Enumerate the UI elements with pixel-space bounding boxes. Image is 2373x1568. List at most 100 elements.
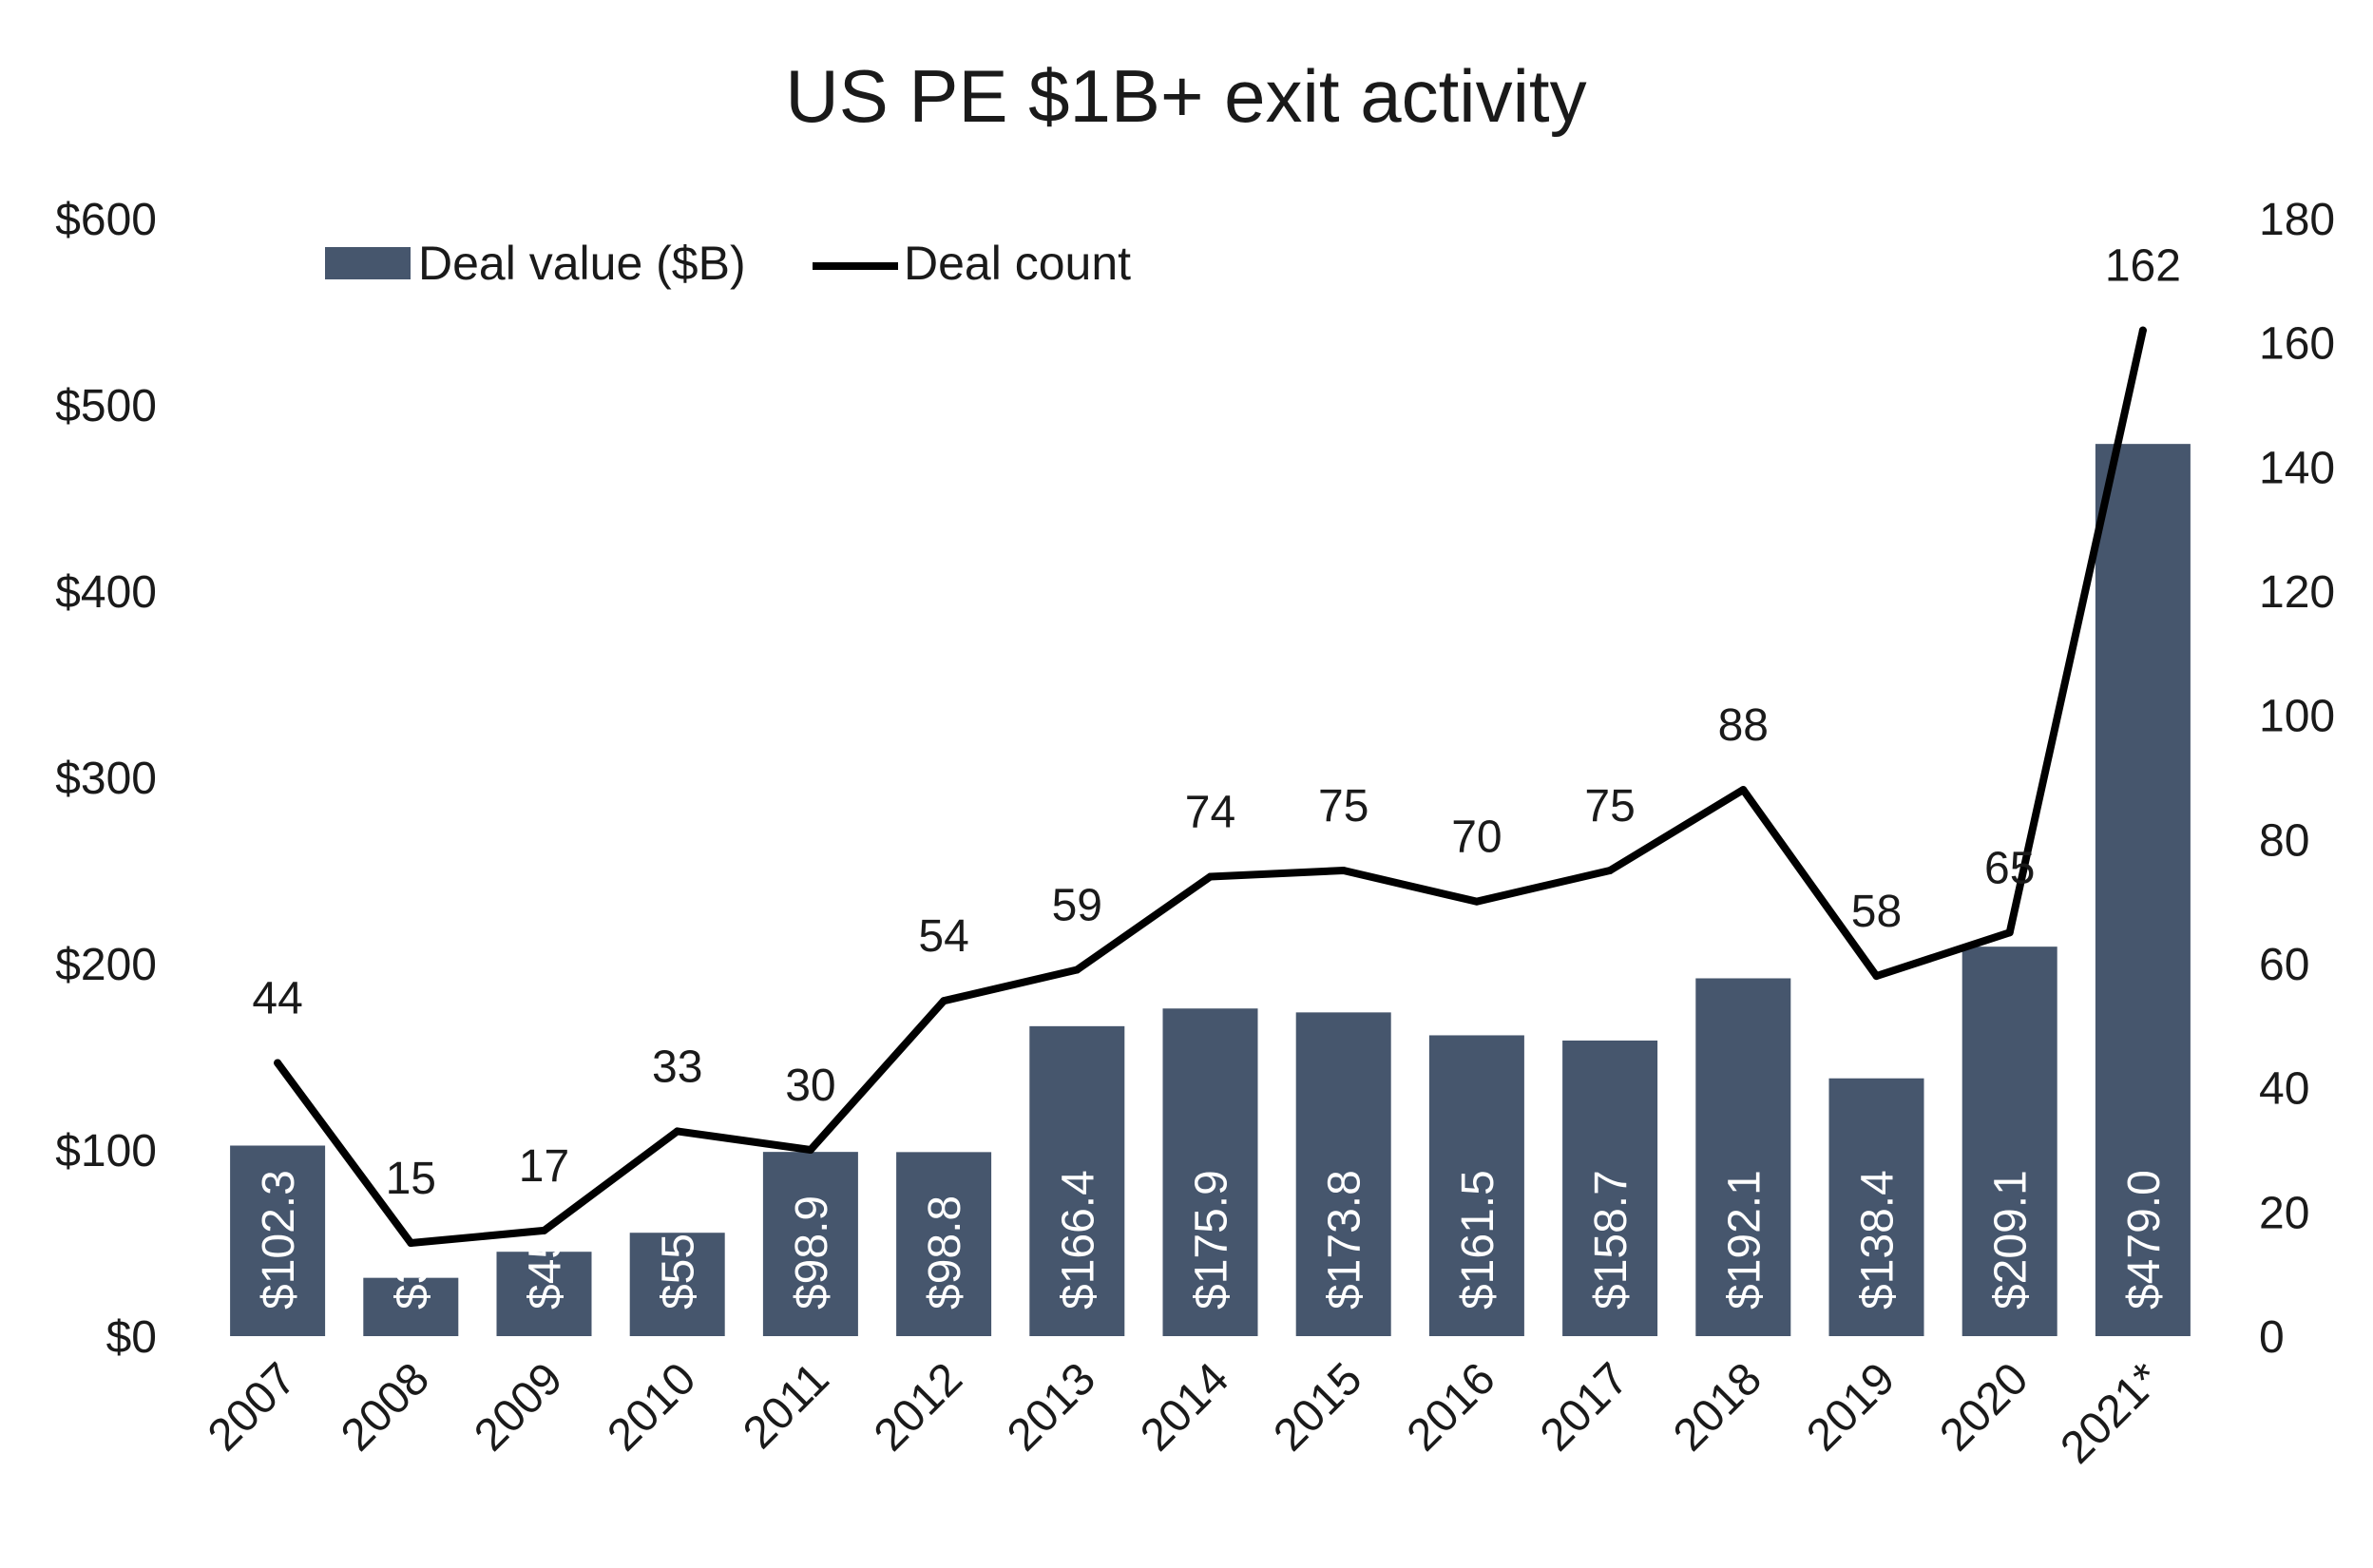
deal-count-point	[274, 1059, 282, 1067]
x-tick-label: 2012	[865, 1353, 972, 1461]
legend-bar-swatch	[325, 247, 411, 279]
x-tick-label: 2015	[1264, 1353, 1371, 1461]
left-axis: $0 $100 $200 $300 $400 $500 $600	[55, 195, 157, 1363]
deal-count-point	[2138, 326, 2147, 335]
deal-count-point	[673, 1127, 681, 1136]
deal-value-bar	[762, 1152, 858, 1336]
x-tick-label: 2007	[199, 1353, 306, 1461]
right-tick-label: 140	[2259, 443, 2335, 493]
deal-count-label: 162	[2105, 241, 2181, 292]
deal-count-label: 15	[386, 1154, 436, 1204]
deal-value-label: $166.4	[1053, 1170, 1103, 1310]
deal-value-label: $55.5	[654, 1195, 704, 1310]
line-series	[274, 326, 2147, 1247]
right-tick-label: 20	[2259, 1188, 2309, 1238]
x-tick-label: 2009	[465, 1353, 572, 1461]
x-tick-label: 2013	[998, 1353, 1105, 1461]
deal-value-bar	[363, 1277, 459, 1336]
deal-count-label: 54	[918, 911, 968, 962]
count-labels: 44 15 17 33 30 54 59 74 75 70 75 88 58 65 162	[252, 241, 2181, 1204]
deal-value-bar	[896, 1152, 992, 1336]
deal-count-label: 75	[1584, 781, 1635, 832]
legend: Deal value ($B) Deal count	[325, 237, 1131, 290]
deal-count-point	[2005, 928, 2014, 937]
right-tick-label: 100	[2259, 692, 2335, 742]
deal-value-label: $479.0	[2119, 1170, 2170, 1310]
bar-value-labels: $102.3 $31.3 $45.3 $55.5 $98.9 $98.8 $166.4 $17…	[254, 1170, 2170, 1310]
deal-value-bar	[1295, 1012, 1391, 1336]
right-tick-label: 0	[2259, 1312, 2285, 1363]
deal-value-label: $98.9	[787, 1195, 837, 1310]
deal-value-bar	[1962, 947, 2057, 1336]
right-tick-label: 160	[2259, 319, 2335, 370]
deal-count-point	[940, 997, 948, 1005]
deal-count-label: 88	[1718, 700, 1769, 751]
deal-count-label: 59	[1052, 881, 1102, 931]
x-axis: 2007 2008 2009 2010 2011 2012 2013 2014 2015 2016…	[199, 1353, 2172, 1473]
deal-count-label: 33	[652, 1042, 702, 1092]
x-tick-label: 2011	[734, 1353, 838, 1458]
deal-value-bar	[230, 1145, 326, 1336]
deal-count-point	[1206, 872, 1215, 881]
deal-count-point	[806, 1146, 814, 1154]
left-tick-label: $600	[55, 195, 157, 245]
deal-value-label: $98.8	[920, 1195, 970, 1310]
deal-count-label: 65	[1984, 843, 2035, 893]
deal-value-bar	[629, 1233, 725, 1336]
left-tick-label: $400	[55, 567, 157, 618]
deal-value-bar	[1428, 1035, 1524, 1336]
right-tick-label: 40	[2259, 1064, 2309, 1115]
deal-value-bar	[1029, 1025, 1125, 1336]
deal-count-label: 75	[1318, 781, 1368, 832]
deal-count-label: 17	[519, 1141, 569, 1192]
deal-count-point	[1872, 972, 1881, 981]
legend-bar-label: Deal value ($B)	[418, 237, 746, 290]
deal-value-label: $31.3	[387, 1195, 437, 1310]
deal-count-point	[1606, 867, 1615, 874]
deal-value-label: $138.4	[1853, 1170, 1904, 1310]
x-tick-label: 2019	[1797, 1353, 1904, 1461]
deal-value-label: $158.7	[1586, 1170, 1636, 1310]
deal-count-point	[1739, 786, 1748, 794]
x-tick-label: 2014	[1131, 1353, 1238, 1461]
deal-value-label: $209.1	[1986, 1170, 2037, 1310]
deal-count-label: 58	[1851, 887, 1902, 937]
left-tick-label: $200	[55, 940, 157, 990]
deal-count-point	[1073, 966, 1081, 974]
deal-value-label: $173.8	[1320, 1170, 1370, 1310]
x-tick-label: 2017	[1531, 1353, 1638, 1461]
x-tick-label: 2010	[598, 1353, 705, 1461]
deal-value-label: $102.3	[254, 1170, 304, 1310]
right-tick-label: 60	[2259, 940, 2309, 990]
deal-count-label: 74	[1185, 788, 1235, 838]
deal-value-bar	[1162, 1008, 1258, 1336]
deal-value-bar	[1695, 978, 1791, 1336]
right-tick-label: 180	[2259, 195, 2335, 245]
chart-title: US PE $1B+ exit activity	[785, 54, 1586, 138]
deal-value-bar	[2095, 444, 2191, 1336]
deal-count-label: 70	[1451, 813, 1502, 863]
x-tick-label: 2008	[332, 1353, 439, 1461]
deal-count-point	[407, 1239, 415, 1247]
deal-value-bar	[1562, 1040, 1658, 1336]
legend-line-label: Deal count	[904, 237, 1131, 290]
deal-value-bar	[496, 1252, 592, 1336]
deal-count-point	[1472, 897, 1481, 906]
x-tick-label: 2016	[1398, 1353, 1505, 1461]
deal-count-point	[540, 1226, 548, 1234]
left-tick-label: $100	[55, 1126, 157, 1176]
deal-count-point	[1339, 867, 1348, 874]
left-tick-label: $500	[55, 381, 157, 431]
right-tick-label: 120	[2259, 567, 2335, 618]
bar-series	[230, 444, 2191, 1336]
left-tick-label: $0	[106, 1312, 157, 1363]
right-axis: 0 20 40 60 80 100 120 140 160 180	[2259, 195, 2335, 1363]
x-tick-label: 2020	[1930, 1353, 2038, 1461]
deal-value-label: $161.5	[1453, 1170, 1503, 1310]
deal-value-bar	[1828, 1078, 1924, 1336]
x-tick-label: 2018	[1664, 1353, 1771, 1461]
deal-value-label: $192.1	[1719, 1170, 1770, 1310]
deal-value-label: $175.9	[1187, 1170, 1237, 1310]
